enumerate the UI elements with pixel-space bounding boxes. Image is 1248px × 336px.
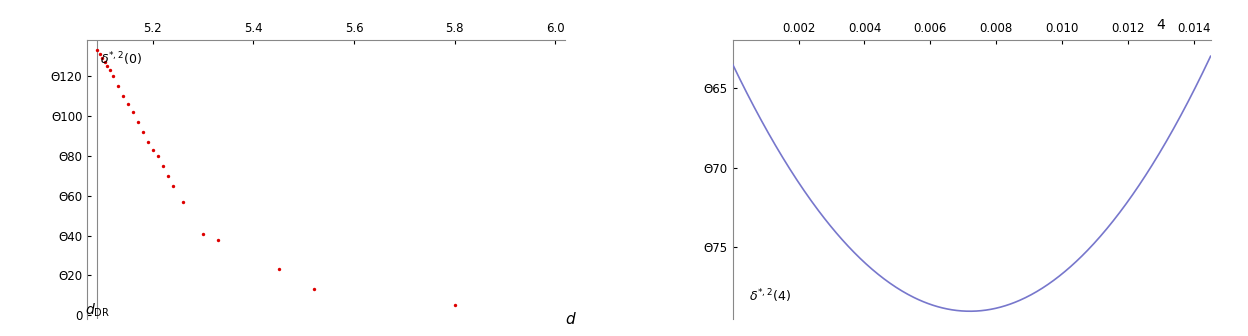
Point: [112, 93, 132, 99]
Point: [208, 237, 228, 242]
Point: [173, 199, 193, 204]
Point: [92, 55, 112, 61]
Point: [122, 109, 142, 115]
Point: [142, 147, 162, 153]
Point: [95, 59, 115, 65]
Point: [97, 64, 117, 69]
Point: [100, 68, 120, 73]
Text: $\delta^{*,2}(0)$: $\delta^{*,2}(0)$: [100, 50, 142, 68]
Text: $\delta^{*,2}(4)$: $\delta^{*,2}(4)$: [749, 287, 791, 305]
Point: [132, 129, 152, 135]
Point: [87, 48, 107, 53]
Point: [90, 52, 110, 57]
Point: [193, 231, 213, 236]
Point: [102, 74, 122, 79]
Point: [444, 302, 464, 308]
Text: $4$: $4$: [1156, 18, 1166, 32]
Text: $d$: $d$: [565, 311, 577, 327]
Point: [268, 267, 288, 272]
Point: [137, 139, 157, 144]
Text: $d_{\mathrm{DR}}$: $d_{\mathrm{DR}}$: [85, 302, 110, 319]
Point: [127, 119, 147, 125]
Point: [303, 287, 323, 292]
Point: [117, 101, 137, 107]
Point: [158, 173, 178, 178]
Point: [107, 83, 127, 89]
Point: [163, 183, 183, 188]
Point: [152, 163, 172, 168]
Point: [147, 153, 167, 159]
